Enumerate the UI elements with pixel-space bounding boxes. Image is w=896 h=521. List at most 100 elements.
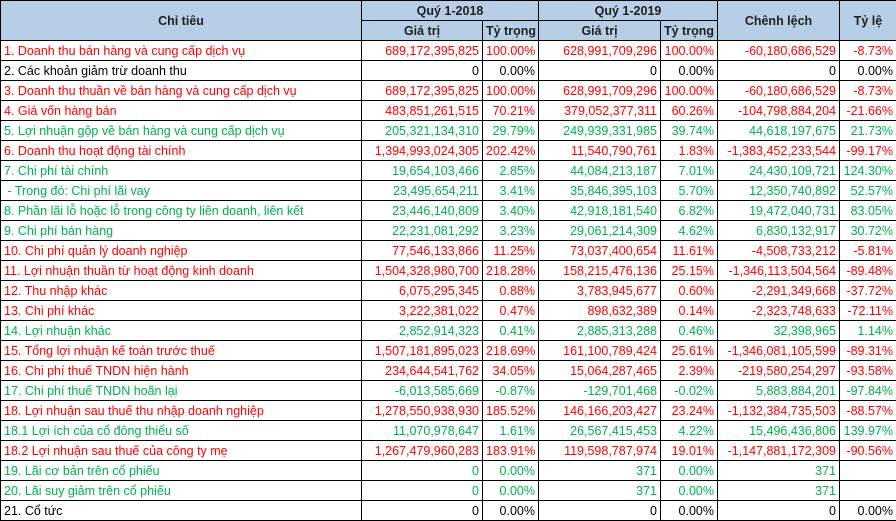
row-name-cell: 4. Giá vốn hàng bán [0, 100, 362, 121]
value-2019-cell: 898,632,389 [538, 300, 661, 321]
table-row: 10. Chi phí quản lý doanh nghiệp 77,546,1… [0, 240, 896, 261]
weight-2019-cell: 100.00% [660, 40, 718, 61]
table-row: 8. Phần lãi lỗ hoặc lỗ trong công ty liê… [0, 200, 896, 221]
value-2018-cell: 234,644,541,762 [361, 360, 483, 381]
value-2019-cell: 35,846,395,103 [538, 180, 661, 201]
value-2019-cell: 0 [538, 60, 661, 81]
difference-cell: -4,508,733,212 [717, 240, 840, 261]
difference-cell: 0 [717, 500, 840, 521]
table-row: 1. Doanh thu bán hàng và cung cấp dịch v… [0, 40, 896, 61]
value-2018-cell: 77,546,133,866 [361, 240, 483, 261]
value-2018-cell: 1,507,181,895,023 [361, 340, 483, 361]
weight-2018-cell: 185.52% [482, 400, 539, 421]
difference-cell: -60,180,686,529 [717, 40, 840, 61]
weight-2019-cell: 1.83% [660, 140, 718, 161]
ratio-cell: 52.57% [839, 180, 896, 201]
ratio-cell: -8.73% [839, 40, 896, 61]
weight-2018-cell: 34.05% [482, 360, 539, 381]
value-2019-cell: 146,166,203,427 [538, 400, 661, 421]
value-2018-cell: 1,504,328,980,700 [361, 260, 483, 281]
value-2018-cell: 0 [361, 480, 483, 501]
weight-2019-cell: 2.39% [660, 360, 718, 381]
value-2019-cell: 15,064,287,465 [538, 360, 661, 381]
table-row: 2. Các khoản giảm trừ doanh thu 0 0.00% 0 0.… [0, 60, 896, 81]
table-row: 4. Giá vốn hàng bán 483,851,261,515 70.21%… [0, 100, 896, 121]
ratio-cell: -21.66% [839, 100, 896, 121]
weight-2018-cell: 3.23% [482, 220, 539, 241]
value-2018-cell: 1,278,550,938,930 [361, 400, 483, 421]
ratio-cell: 83.05% [839, 200, 896, 221]
table-row: 9. Chi phí bán hàng 22,231,081,292 3.23% 29… [0, 220, 896, 241]
value-2018-cell: 0 [361, 500, 483, 521]
ratio-cell: -89.48% [839, 260, 896, 281]
table-body: 1. Doanh thu bán hàng và cung cấp dịch v… [0, 40, 896, 521]
ratio-cell: 0.00% [839, 60, 896, 81]
weight-2018-cell: 183.91% [482, 440, 539, 461]
row-name-cell: 5. Lợi nhuận gộp về bán hàng và cung cấp… [0, 120, 362, 141]
weight-2018-cell: 3.41% [482, 180, 539, 201]
difference-cell: 0 [717, 60, 840, 81]
weight-2019-cell: 6.82% [660, 200, 718, 221]
ratio-cell [839, 480, 896, 501]
weight-2019-cell: 39.74% [660, 120, 718, 141]
table-row: 13. Chi phí khác 3,222,381,022 0.47% 898,63… [0, 300, 896, 321]
value-2019-cell: 249,939,331,985 [538, 120, 661, 141]
difference-cell: 12,350,740,892 [717, 180, 840, 201]
value-2019-cell: 26,567,415,453 [538, 420, 661, 441]
table-row: 15. Tổng lợi nhuận kế toán trước thuế 1,5… [0, 340, 896, 361]
value-2019-cell: 29,061,214,309 [538, 220, 661, 241]
ratio-cell: 0.00% [839, 500, 896, 521]
value-2018-cell: -6,013,585,669 [361, 380, 483, 401]
weight-2018-cell: 100.00% [482, 80, 539, 101]
row-name-cell: 9. Chi phí bán hàng [0, 220, 362, 241]
value-2018-cell: 689,172,395,825 [361, 80, 483, 101]
weight-2018-cell: 218.69% [482, 340, 539, 361]
value-2019-cell: 44,084,213,187 [538, 160, 661, 181]
difference-cell: -219,580,254,297 [717, 360, 840, 381]
row-name-cell: 6. Doanh thu hoạt động tài chính [0, 140, 362, 161]
ratio-cell: -90.56% [839, 440, 896, 461]
weight-2019-cell: 4.22% [660, 420, 718, 441]
row-name-cell: 18.1 Lợi ích của cổ đông thiểu số [0, 420, 362, 441]
row-name-cell: 13. Chi phí khác [0, 300, 362, 321]
weight-2018-header: Tỷ trọng [482, 20, 539, 41]
ratio-cell: -8.73% [839, 80, 896, 101]
value-2018-cell: 11,070,978,647 [361, 420, 483, 441]
table-row: 14. Lợi nhuận khác 2,852,914,323 0.41% 2,88… [0, 320, 896, 341]
difference-header: Chênh lệch [717, 0, 840, 41]
weight-2019-cell: 25.61% [660, 340, 718, 361]
ratio-cell: -37.72% [839, 280, 896, 301]
weight-2018-cell: 0.00% [482, 500, 539, 521]
difference-cell: -2,323,748,633 [717, 300, 840, 321]
weight-2019-cell: 5.70% [660, 180, 718, 201]
row-name-cell: 18.2 Lợi nhuận sau thuế của công ty mẹ [0, 440, 362, 461]
value-2018-cell: 0 [361, 60, 483, 81]
row-name-cell: 15. Tổng lợi nhuận kế toán trước thuế [0, 340, 362, 361]
ratio-cell: -97.84% [839, 380, 896, 401]
difference-cell: 19,472,040,731 [717, 200, 840, 221]
weight-2019-cell: 0.14% [660, 300, 718, 321]
value-2019-cell: 371 [538, 460, 661, 481]
weight-2018-cell: 0.41% [482, 320, 539, 341]
table-row: 16. Chi phí thuế TNDN hiện hành 234,644,5… [0, 360, 896, 381]
weight-2018-cell: 11.25% [482, 240, 539, 261]
difference-cell: -104,798,884,204 [717, 100, 840, 121]
indicator-header: Chỉ tiêu [0, 0, 362, 41]
value-2018-cell: 19,654,103,466 [361, 160, 483, 181]
difference-cell: -2,291,349,668 [717, 280, 840, 301]
ratio-cell: -72.11% [839, 300, 896, 321]
row-name-cell: 1. Doanh thu bán hàng và cung cấp dịch v… [0, 40, 362, 61]
value-2019-cell: 628,991,709,296 [538, 80, 661, 101]
table-row: 18. Lợi nhuận sau thuế thu nhập doanh ng… [0, 400, 896, 421]
value-2018-header: Giá trị [361, 20, 483, 41]
weight-2019-cell: 60.26% [660, 100, 718, 121]
period-2018-header: Quý 1-2018 [361, 0, 539, 21]
row-name-cell: 21. Cổ tức [0, 500, 362, 521]
weight-2019-cell: 100.00% [660, 80, 718, 101]
table-row: 18.1 Lợi ích của cổ đông thiểu số 11,070,… [0, 420, 896, 441]
value-2018-cell: 22,231,081,292 [361, 220, 483, 241]
row-name-cell: 16. Chi phí thuế TNDN hiện hành [0, 360, 362, 381]
ratio-cell: 21.73% [839, 120, 896, 141]
value-2019-cell: -129,701,468 [538, 380, 661, 401]
